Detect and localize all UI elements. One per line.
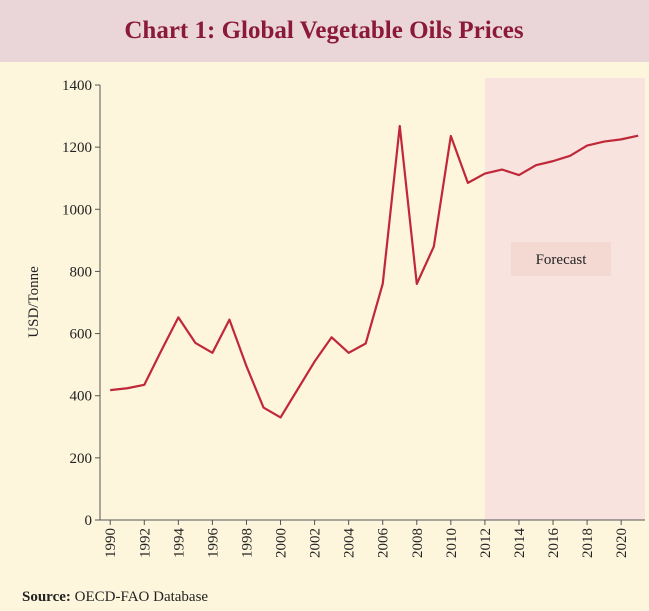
x-tick-label: 2010 [444, 528, 460, 558]
title-bar [0, 0, 649, 62]
x-tick-label: 2014 [512, 528, 528, 559]
forecast-region [484, 78, 645, 520]
y-tick-label: 800 [70, 264, 93, 280]
y-tick-label: 1000 [62, 202, 92, 218]
x-tick-label: 2016 [546, 528, 562, 559]
y-axis-label: USD/Tonne [26, 266, 42, 338]
x-tick-label: 2018 [580, 528, 596, 558]
x-tick-label: 1996 [205, 528, 221, 559]
x-tick-label: 1994 [171, 528, 187, 559]
y-tick-label: 0 [85, 513, 93, 529]
source-label: Source: [22, 589, 71, 605]
x-tick-label: 2006 [376, 528, 392, 559]
y-tick-label: 600 [70, 327, 93, 343]
source-text: OECD-FAO Database [75, 589, 209, 605]
x-tick-label: 2012 [478, 528, 494, 558]
price-line [110, 124, 639, 419]
x-tick-label: 1992 [137, 528, 153, 558]
x-tick-label: 2020 [614, 528, 630, 558]
y-tick-label: 1400 [62, 78, 92, 94]
x-tick-label: 1998 [239, 528, 255, 558]
x-tick-label: 2004 [342, 528, 358, 559]
source: Source: OECD-FAO Database [22, 589, 208, 605]
y-tick-label: 400 [70, 389, 93, 405]
x-tick-label: 2000 [274, 528, 290, 558]
forecast-label-box [511, 242, 611, 276]
y-tick-label: 200 [70, 451, 93, 467]
x-tick-label: 2008 [410, 528, 426, 558]
x-tick-label: 2002 [308, 528, 324, 558]
chart-title: Chart 1: Global Vegetable Oils Prices [124, 17, 524, 44]
forecast-label: Forecast [536, 252, 588, 268]
x-tick-label: 1990 [103, 528, 119, 558]
y-tick-label: 1200 [62, 140, 92, 156]
